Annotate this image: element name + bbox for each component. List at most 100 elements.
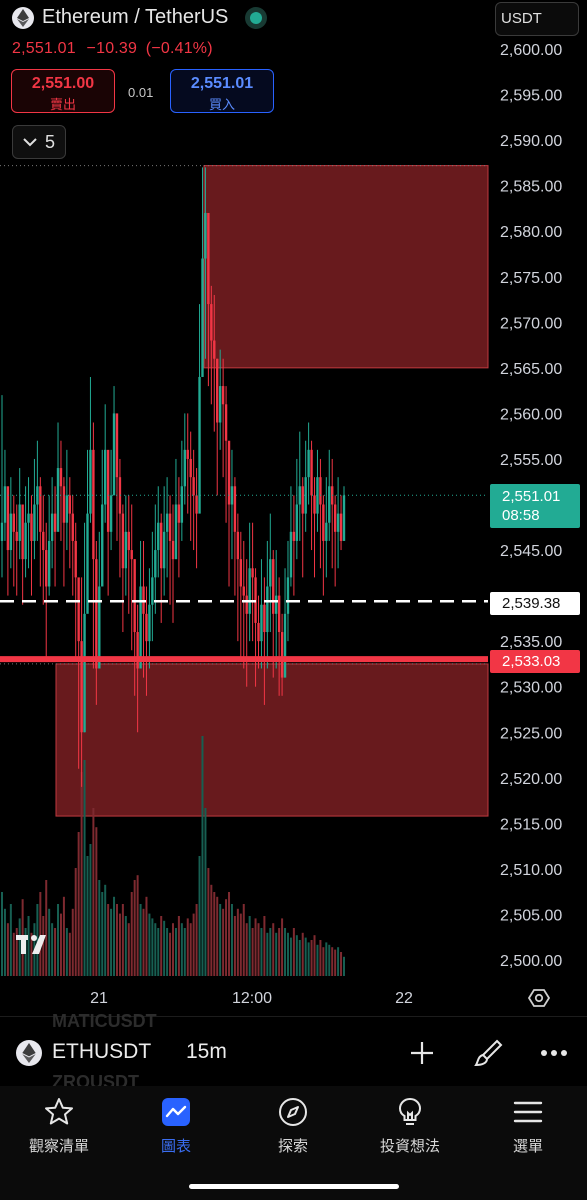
candle-body — [151, 577, 154, 605]
time-axis-label: 22 — [395, 990, 413, 1007]
volume-bar — [225, 899, 228, 976]
volume-bar — [9, 904, 12, 976]
volume-bar — [192, 913, 195, 976]
candle-body — [342, 495, 346, 541]
volume-bar — [1, 892, 3, 976]
volume-bar — [6, 923, 9, 976]
volume-bar — [295, 935, 298, 976]
tab-watchlist[interactable]: 觀察清單 — [4, 1095, 114, 1156]
add-button[interactable] — [405, 1036, 439, 1070]
tab-menu[interactable]: 選單 — [473, 1095, 583, 1156]
volume-bar — [198, 856, 201, 976]
candle-body — [248, 568, 251, 614]
volume-bar — [54, 928, 57, 976]
currency-selector[interactable]: USDT — [495, 2, 579, 36]
buy-button[interactable]: 2,551.01 買入 — [170, 69, 274, 113]
candle-body — [198, 376, 201, 514]
tab-chart[interactable]: 圖表 — [121, 1095, 231, 1156]
drawing-tools-button[interactable] — [472, 1036, 506, 1070]
red-line-price-tag: 2,533.03 — [490, 650, 580, 673]
candle-body — [86, 513, 89, 614]
volume-bar — [98, 880, 101, 976]
volume-bar — [12, 932, 15, 976]
market-open-icon — [250, 11, 263, 24]
volume-bar — [142, 908, 145, 976]
candle-body — [133, 559, 136, 633]
candle-body — [325, 522, 328, 541]
volume-bar — [213, 892, 216, 976]
candle-body — [124, 531, 128, 569]
candle-body — [319, 477, 322, 505]
volume-bar — [118, 913, 121, 976]
volume-bar — [331, 947, 334, 976]
volume-bar — [172, 923, 174, 976]
volume-bar — [195, 904, 198, 976]
volume-bar — [121, 904, 124, 976]
symbol-selector[interactable]: ETHUSDT — [52, 1040, 152, 1063]
volume-bar — [174, 928, 177, 976]
volume-bar — [219, 904, 222, 976]
interval-selector[interactable]: 15m — [186, 1040, 227, 1063]
candle-body — [204, 212, 207, 259]
candle-body — [162, 531, 166, 569]
volume-bar — [177, 916, 180, 976]
volume-bar — [115, 904, 118, 976]
tab-label: 觀察清單 — [28, 1138, 89, 1155]
volume-bar — [286, 932, 289, 976]
volume-bar — [148, 913, 151, 976]
volume-bar — [337, 947, 340, 976]
candle-body — [280, 632, 284, 678]
zone-rect — [55, 663, 489, 817]
symbol-header[interactable]: Ethereum / TetherUS — [12, 6, 263, 29]
volume-bar — [163, 920, 166, 976]
indicators-collapse-button[interactable]: 5 — [12, 125, 66, 159]
candle-body — [33, 504, 36, 541]
volume-bar — [151, 918, 154, 976]
volume-bar — [83, 760, 86, 976]
candle-body — [68, 495, 72, 514]
candle-body — [9, 513, 13, 551]
candle-body — [336, 513, 340, 532]
volume-bar — [45, 880, 48, 976]
brush-icon — [474, 1039, 503, 1067]
volume-bar — [301, 932, 304, 976]
candle-body — [89, 449, 92, 514]
volume-bar — [157, 928, 160, 976]
candle-body — [12, 513, 15, 532]
candle-body — [62, 486, 66, 523]
chart-settings-button[interactable] — [527, 987, 551, 1009]
candle-body — [328, 486, 331, 523]
volume-bar — [239, 913, 242, 976]
sell-button[interactable]: 2,551.00 賣出 — [11, 69, 115, 113]
candle-body — [242, 586, 245, 596]
candle-body — [168, 513, 172, 541]
price-axis-label: 2,565.00 — [500, 361, 562, 378]
volume-bar — [233, 916, 236, 976]
candle-body — [103, 449, 107, 505]
price-axis-label: 2,525.00 — [500, 725, 562, 742]
volume-bar — [18, 918, 21, 976]
volume-bar — [71, 908, 74, 976]
candle-body — [50, 513, 54, 541]
candle-body — [80, 641, 83, 733]
volume-bar — [263, 916, 266, 976]
volume-bar — [180, 923, 183, 976]
candle-body — [139, 586, 142, 669]
tab-explore[interactable]: 探索 — [238, 1095, 348, 1156]
candle-body — [230, 486, 234, 505]
candle-body — [118, 477, 122, 514]
volume-bar — [154, 923, 157, 976]
volume-bar — [80, 772, 83, 976]
volume-bar — [216, 896, 219, 976]
volume-bar — [230, 904, 233, 976]
candle-body — [266, 586, 269, 633]
volume-bar — [210, 884, 213, 976]
candle-body — [277, 595, 281, 633]
candle-body — [71, 513, 74, 541]
candle-body — [216, 358, 219, 423]
more-options-button[interactable] — [537, 1036, 571, 1070]
price-axis-label: 2,555.00 — [500, 452, 562, 469]
candle-body — [298, 486, 301, 505]
tab-ideas[interactable]: 投資想法 — [355, 1095, 465, 1156]
candle-body — [24, 522, 27, 560]
